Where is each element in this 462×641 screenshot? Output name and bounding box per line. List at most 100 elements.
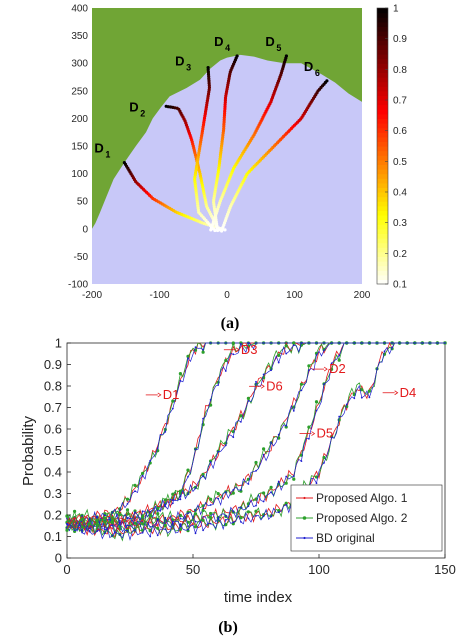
series-marker <box>202 529 205 532</box>
colorbar-cell <box>377 26 388 32</box>
series-marker <box>322 455 326 460</box>
legend-label: BD original <box>316 531 375 545</box>
colorbar-tick-label: 1 <box>393 4 399 15</box>
colorbar-cell <box>377 233 388 239</box>
series-marker <box>178 372 182 376</box>
series-marker <box>255 515 257 517</box>
y-ticks: -100 -50 0 50 100 150 200 250 300 350 400 <box>68 4 88 291</box>
series-marker <box>201 472 205 476</box>
series-marker <box>231 491 235 495</box>
colorbar-cell <box>377 205 388 211</box>
series-marker <box>134 528 136 531</box>
series-marker <box>217 450 220 453</box>
series-marker <box>429 342 431 344</box>
curve-D4 <box>65 341 447 542</box>
series-marker <box>240 506 242 509</box>
series-marker <box>164 505 167 508</box>
series-marker <box>255 342 257 344</box>
series-marker <box>224 519 227 521</box>
series-marker <box>149 459 152 462</box>
colorbar-cell <box>377 178 388 184</box>
legend: Proposed Algo. 1 Proposed Algo. 2 BD origi… <box>290 484 443 552</box>
series-marker <box>323 349 325 352</box>
series-marker <box>308 437 310 440</box>
series-marker <box>202 348 205 351</box>
series-marker <box>209 342 212 344</box>
series-marker <box>103 516 107 520</box>
series-marker <box>391 346 393 349</box>
series-marker <box>247 342 250 344</box>
colorbar-tick-label: 0.6 <box>393 126 407 137</box>
series-marker <box>171 499 174 502</box>
colorbar-cell <box>377 123 388 129</box>
series-marker <box>156 511 160 516</box>
x-tick-label: 50 <box>186 562 200 577</box>
series-marker <box>247 400 250 402</box>
colorbar-cell <box>377 54 388 60</box>
series-marker <box>186 468 190 472</box>
series-marker <box>224 358 228 363</box>
series-marker <box>247 483 250 485</box>
series-marker <box>119 533 121 536</box>
series-marker <box>156 534 159 537</box>
series-marker <box>141 515 145 519</box>
series-marker <box>232 436 235 439</box>
series-marker <box>179 495 182 497</box>
series-marker <box>148 513 152 518</box>
series-marker <box>239 516 243 520</box>
series-marker <box>179 379 182 382</box>
colorbar-cell <box>377 136 388 142</box>
x-tick-label: 150 <box>434 562 456 577</box>
colorbar-cell <box>377 279 388 285</box>
series-marker <box>277 353 281 357</box>
destination-sub: 6 <box>315 68 320 78</box>
colorbar-cell <box>377 242 388 248</box>
series-marker <box>277 509 281 513</box>
series-marker <box>163 498 167 502</box>
legend-marker <box>303 496 306 500</box>
series-marker <box>209 403 213 407</box>
y-tick-label: 150 <box>71 142 88 153</box>
series-marker <box>73 509 77 513</box>
y-tick-label: 0.1 <box>44 529 62 544</box>
series-marker <box>240 489 242 491</box>
y-ticks: 0 0.1 0.2 0.3 0.4 0.5 0.6 0.7 0.8 0.9 1 <box>44 336 71 566</box>
series-marker <box>262 447 266 451</box>
trajectory-D4 <box>212 54 239 233</box>
series-marker <box>413 342 416 344</box>
series-marker <box>141 471 145 475</box>
annotation-arrowhead <box>235 347 240 353</box>
x-ticks: -200 -100 0 100 200 <box>82 290 371 301</box>
series-marker <box>141 474 144 477</box>
colorbar-tick-label: 0.3 <box>393 218 407 229</box>
series-marker <box>247 505 250 508</box>
series-marker <box>383 350 386 353</box>
series-marker <box>232 510 235 513</box>
series-marker <box>367 389 371 393</box>
series-marker <box>111 524 114 527</box>
series-marker <box>141 510 144 513</box>
series-marker <box>171 522 174 525</box>
series-marker <box>187 528 189 531</box>
series-marker <box>368 342 371 344</box>
series-marker <box>224 444 227 447</box>
x-tick-label: 0 <box>224 290 230 301</box>
series-marker <box>353 342 356 344</box>
series-marker <box>292 341 296 345</box>
colorbar-cell <box>377 77 388 83</box>
series-marker <box>376 342 378 344</box>
series-marker <box>436 342 439 344</box>
series-marker <box>119 509 121 512</box>
colorbar-cell <box>377 256 388 262</box>
series-marker <box>202 475 205 477</box>
y-tick-label: 0.4 <box>44 465 62 480</box>
series-marker <box>149 510 152 513</box>
series-marker <box>187 525 189 528</box>
series-marker <box>118 513 122 517</box>
x-tick-label: 100 <box>308 562 330 577</box>
series-marker <box>292 475 295 477</box>
y-tick-label: 0.2 <box>44 508 62 523</box>
series-marker <box>110 520 114 524</box>
